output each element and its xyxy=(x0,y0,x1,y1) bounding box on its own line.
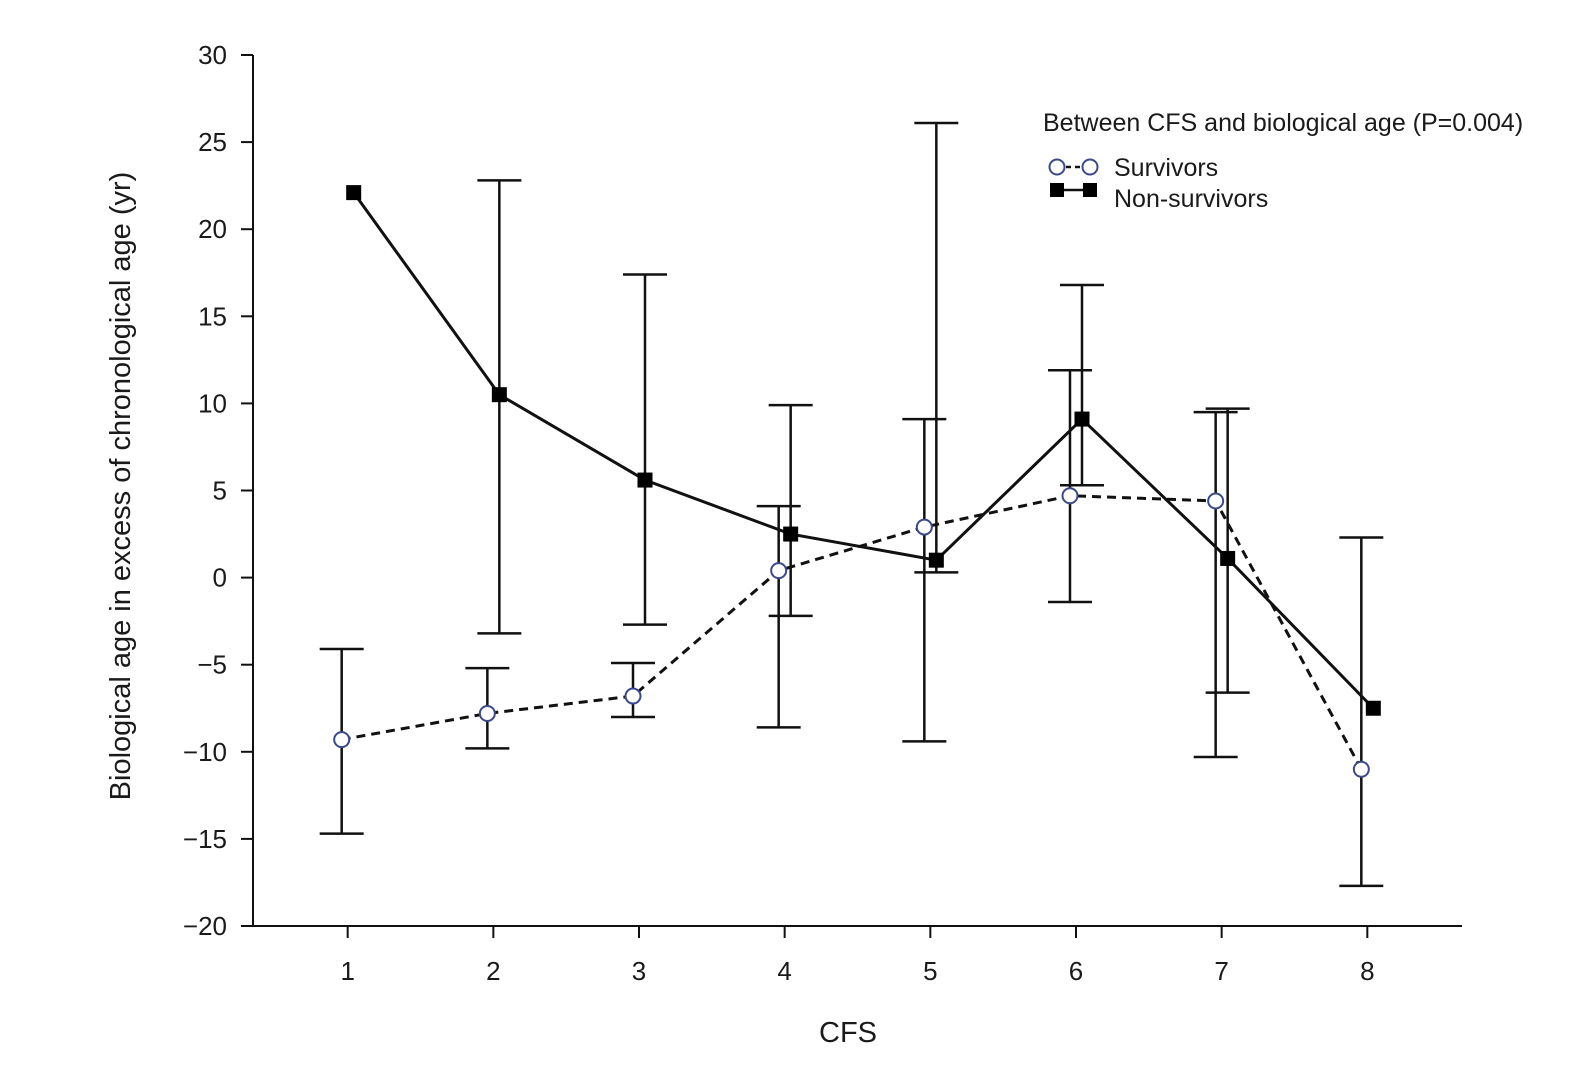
non-survivors-point xyxy=(346,185,362,201)
x-tick-label: 6 xyxy=(1069,956,1083,986)
y-tick-label: 30 xyxy=(198,40,227,70)
survivors-point xyxy=(1207,492,1225,510)
y-tick-label: −5 xyxy=(197,650,227,680)
x-tick-label: 1 xyxy=(340,956,354,986)
series-lines xyxy=(341,191,1375,770)
survivors-line xyxy=(341,494,1363,770)
legend: Between CFS and biological age (P=0.004)… xyxy=(1043,109,1523,213)
non-survivors-point xyxy=(928,552,944,568)
survivors-point xyxy=(333,731,351,749)
y-ticks: 30 25 20 15 10 5 0 −5 −10 −15 −20 xyxy=(183,40,253,941)
survivors-point xyxy=(478,704,496,722)
non-survivors-point xyxy=(491,387,507,403)
non-survivors-point xyxy=(783,526,799,542)
survivors-point xyxy=(1061,487,1079,505)
x-tick-label: 2 xyxy=(486,956,500,986)
markers xyxy=(333,185,1381,778)
legend-survivors-marker-left xyxy=(1048,158,1066,176)
legend-non-survivors-marker-left xyxy=(1050,183,1064,197)
legend-survivors-marker-right xyxy=(1081,158,1099,176)
y-tick-label: 0 xyxy=(213,563,227,593)
y-tick-label: 15 xyxy=(198,301,227,331)
survivors-point xyxy=(624,687,642,705)
x-tick-label: 7 xyxy=(1214,956,1228,986)
x-tick-label: 4 xyxy=(777,956,791,986)
y-tick-label: −20 xyxy=(183,911,227,941)
x-axis-title: CFS xyxy=(819,1017,877,1049)
legend-entry-non-survivors: Non-survivors xyxy=(1050,183,1268,213)
non-survivors-point xyxy=(637,472,653,488)
x-ticks: 1 2 3 4 5 6 7 8 xyxy=(340,926,1375,986)
non-survivors-line xyxy=(352,191,1375,710)
y-tick-label: 25 xyxy=(198,127,227,157)
non-survivors-point xyxy=(1365,700,1381,716)
legend-non-survivors-label: Non-survivors xyxy=(1114,185,1268,213)
non-survivors-point xyxy=(1074,411,1090,427)
y-tick-label: 20 xyxy=(198,214,227,244)
y-tick-label: −15 xyxy=(183,824,227,854)
survivors-point xyxy=(1352,760,1370,778)
legend-entry-survivors: Survivors xyxy=(1048,154,1218,182)
y-axis-title: Biological age in excess of chronologica… xyxy=(105,172,137,801)
y-tick-label: 5 xyxy=(213,476,227,506)
x-tick-label: 3 xyxy=(632,956,646,986)
non-survivors-point xyxy=(1220,550,1236,566)
x-tick-label: 5 xyxy=(923,956,937,986)
survivors-point xyxy=(770,562,788,580)
x-tick-label: 8 xyxy=(1360,956,1374,986)
axes xyxy=(252,55,1462,927)
legend-non-survivors-marker-right xyxy=(1083,183,1097,197)
error-bars xyxy=(319,121,1384,888)
legend-survivors-label: Survivors xyxy=(1114,154,1218,182)
survivors-point xyxy=(915,518,933,536)
y-tick-label: 10 xyxy=(198,388,227,418)
legend-annotation: Between CFS and biological age (P=0.004) xyxy=(1043,109,1523,137)
y-tick-label: −10 xyxy=(183,737,227,767)
